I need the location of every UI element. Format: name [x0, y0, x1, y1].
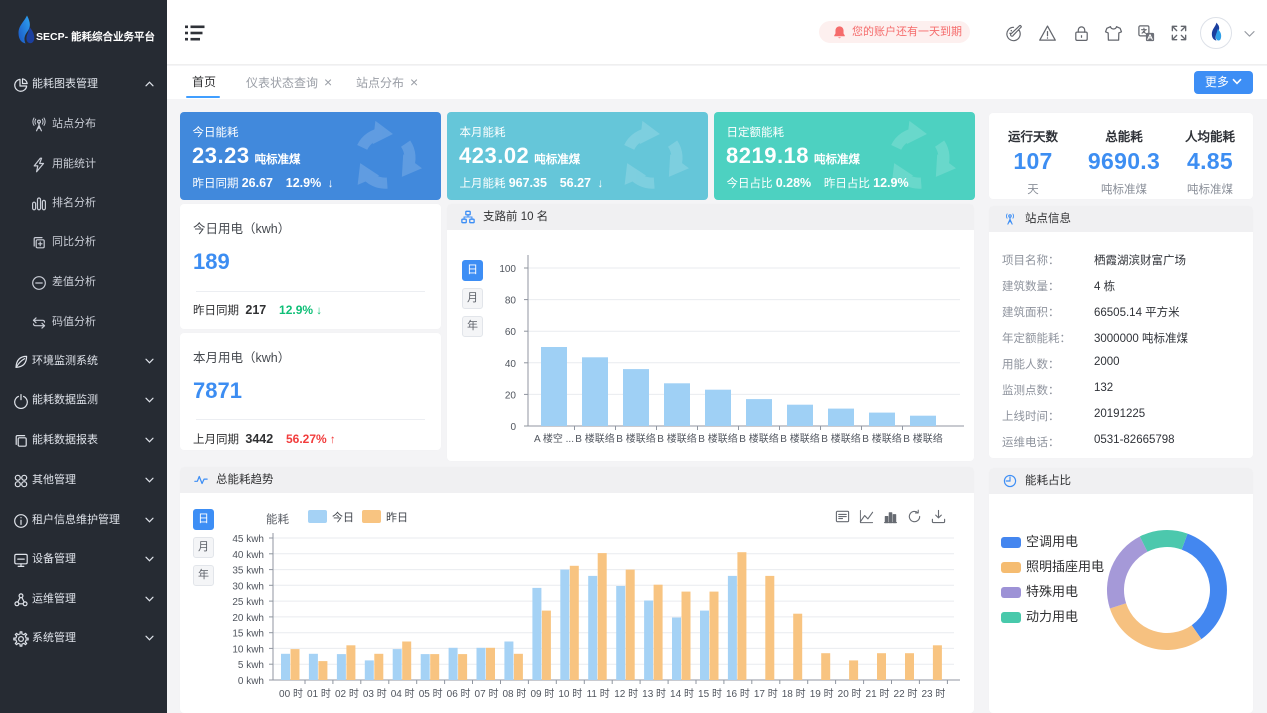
svg-text:00 时: 00 时 — [279, 688, 303, 700]
svg-text:21 时: 21 时 — [866, 688, 890, 700]
svg-text:23 时: 23 时 — [921, 688, 945, 700]
svg-text:B 楼联络: B 楼联络 — [862, 432, 901, 445]
svg-text:10 kwh: 10 kwh — [232, 644, 264, 655]
svg-text:B 楼联络: B 楼联络 — [903, 432, 942, 445]
svg-text:B 楼联络: B 楼联络 — [616, 432, 655, 445]
svg-text:45 kwh: 45 kwh — [232, 534, 264, 545]
svg-text:11 时: 11 时 — [587, 688, 610, 700]
svg-text:B 楼联络: B 楼联络 — [575, 432, 614, 445]
svg-text:40 kwh: 40 kwh — [232, 550, 264, 561]
svg-text:12 时: 12 时 — [614, 688, 638, 700]
svg-text:B 楼联络: B 楼联络 — [698, 432, 737, 445]
svg-text:06 时: 06 时 — [447, 688, 471, 700]
svg-text:10 时: 10 时 — [558, 688, 582, 700]
svg-text:17 时: 17 时 — [754, 688, 778, 700]
svg-text:B 楼联络: B 楼联络 — [739, 432, 778, 445]
svg-text:07 时: 07 时 — [475, 688, 499, 700]
svg-text:01 时: 01 时 — [307, 688, 331, 700]
svg-text:80: 80 — [505, 296, 517, 307]
svg-text:05 时: 05 时 — [419, 688, 443, 700]
svg-text:13 时: 13 时 — [642, 688, 666, 700]
svg-text:B 楼联络: B 楼联络 — [821, 432, 860, 445]
svg-text:04 时: 04 时 — [391, 688, 415, 700]
svg-text:0: 0 — [510, 422, 516, 433]
svg-text:60: 60 — [505, 327, 517, 338]
svg-text:20: 20 — [505, 390, 517, 401]
svg-text:08 时: 08 时 — [502, 688, 526, 700]
svg-text:A 楼空 ...: A 楼空 ... — [534, 432, 574, 445]
svg-text:40: 40 — [505, 359, 517, 370]
svg-text:18 时: 18 时 — [782, 688, 806, 700]
svg-text:02 时: 02 时 — [335, 688, 359, 700]
svg-text:20 时: 20 时 — [838, 688, 862, 700]
svg-text:19 时: 19 时 — [810, 688, 834, 700]
svg-text:100: 100 — [499, 264, 516, 275]
svg-text:14 时: 14 时 — [670, 688, 694, 700]
svg-text:B 楼联络: B 楼联络 — [780, 432, 819, 445]
svg-text:16 时: 16 时 — [726, 688, 750, 700]
svg-text:15 时: 15 时 — [698, 688, 722, 700]
svg-text:03 时: 03 时 — [363, 688, 387, 700]
svg-text:09 时: 09 时 — [530, 688, 554, 700]
svg-text:22 时: 22 时 — [894, 688, 918, 700]
svg-text:30 kwh: 30 kwh — [232, 581, 264, 592]
svg-text:25 kwh: 25 kwh — [232, 597, 264, 608]
svg-text:5 kwh: 5 kwh — [238, 660, 264, 671]
svg-text:20 kwh: 20 kwh — [232, 613, 264, 624]
svg-text:0 kwh: 0 kwh — [238, 676, 264, 687]
svg-text:B 楼联络: B 楼联络 — [657, 432, 696, 445]
svg-text:35 kwh: 35 kwh — [232, 566, 264, 577]
svg-text:15 kwh: 15 kwh — [232, 629, 264, 640]
